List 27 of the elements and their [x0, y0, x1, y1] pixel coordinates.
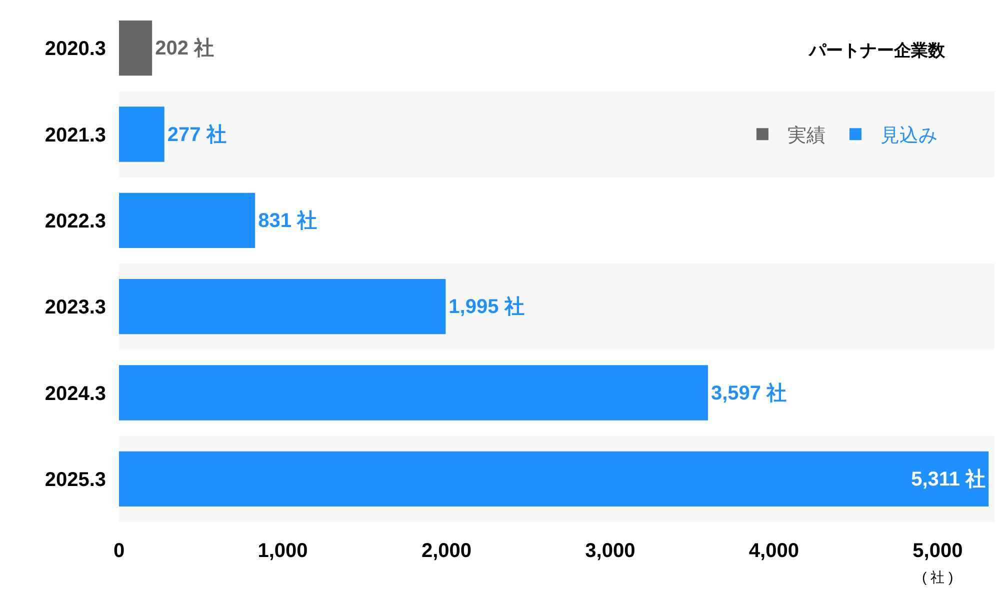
- data-label: 831 社: [258, 208, 318, 232]
- text: パートナー企業数: [808, 40, 946, 60]
- y-tick-label: 2023.3: [44, 296, 106, 319]
- y-tick-label: 2020.3: [44, 38, 106, 60]
- x-tick-label: 2,000: [421, 540, 472, 562]
- data-label: 5,311 社: [911, 467, 986, 490]
- x-tick-label: 0: [113, 540, 125, 562]
- data-label: 3,597 社: [710, 381, 787, 404]
- y-tick-label: 2025.3: [44, 468, 106, 491]
- x-tick-label: 4,000: [748, 540, 799, 562]
- data-label: 1,995 社: [448, 295, 524, 318]
- bar: [119, 20, 152, 76]
- bar: [119, 365, 708, 420]
- y-tick-label: 2022.3: [44, 210, 106, 232]
- data-label: 202 社: [155, 36, 214, 60]
- x-axis-title: ( 社 ): [922, 569, 954, 585]
- x-tick-label: 1,000: [258, 540, 308, 562]
- bar: [119, 192, 256, 248]
- legend-label: 実績: [787, 124, 826, 147]
- bar: [119, 106, 164, 162]
- y-tick-label: 2021.3: [44, 124, 106, 146]
- x-tick-label: 3,000: [585, 540, 636, 562]
- y-tick-label: 2024.3: [44, 382, 106, 405]
- x-tick-label: 5,000: [912, 540, 963, 562]
- legend-label: 見込み: [880, 126, 938, 147]
- bar: [119, 279, 446, 334]
- data-label: 277 社: [167, 122, 226, 146]
